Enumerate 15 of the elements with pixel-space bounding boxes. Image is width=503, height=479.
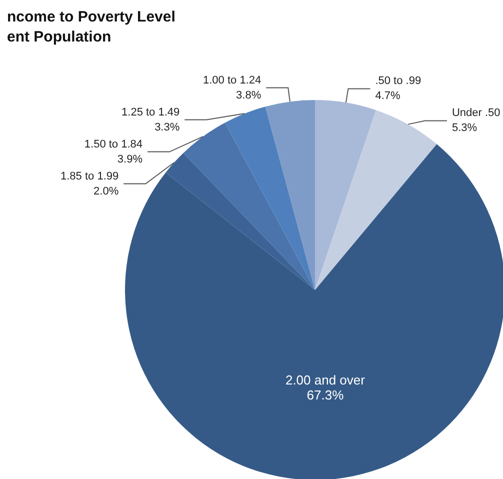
slice-label: Under .50 [452, 107, 500, 120]
data-label: 3.8% [236, 89, 262, 102]
slice-label: 2.00 and over [285, 372, 366, 388]
slice-label: 1.25 to 1.49 [122, 106, 180, 118]
data-label: 4.7% [375, 90, 400, 102]
slice-label: 1.00 to 1.24 [203, 74, 262, 86]
data-label: 67.3% [306, 387, 344, 402]
data-label: 2.0% [94, 185, 119, 198]
data-label: 5.3% [452, 122, 478, 134]
slice-label: .50 to .99 [375, 75, 422, 88]
slice-label: 1.50 to 1.84 [84, 138, 143, 150]
slice-label: 1.85 to 1.99 [60, 170, 119, 182]
chart-title: ncome to Poverty Level ent Population [7, 8, 176, 46]
data-label: 3.9% [117, 153, 143, 166]
data-label: 3.3% [154, 121, 180, 134]
